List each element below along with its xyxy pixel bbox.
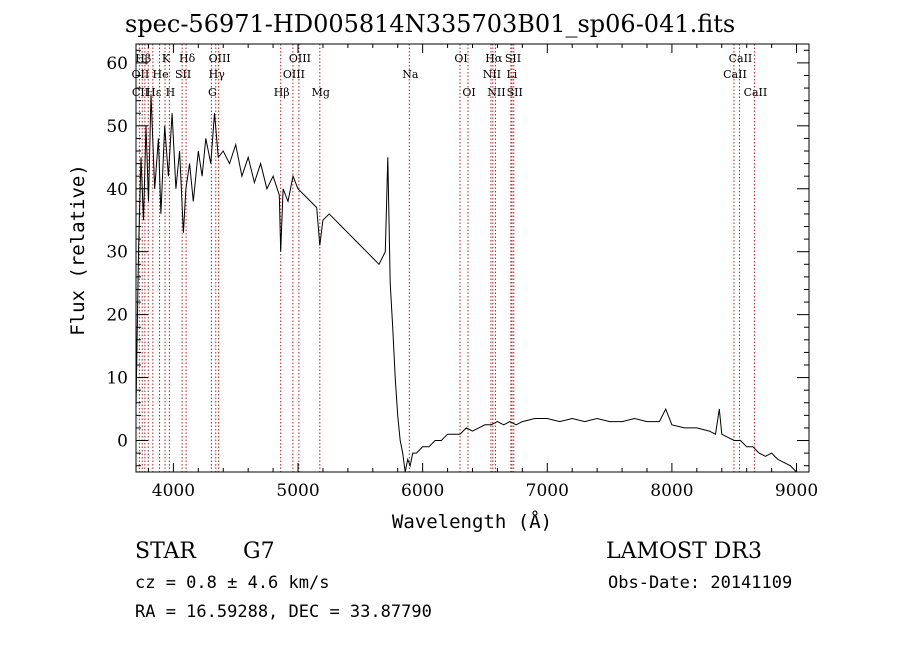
spectral-line-label: Hδ [179,52,196,65]
flux-series [135,94,797,473]
y-tick-label: 50 [106,117,128,137]
spectral-line-label: NII [483,68,501,81]
y-tick-label: 20 [106,306,128,326]
spectral-line-label: Na [402,68,419,81]
spectral-line-label: Hγ [209,68,226,81]
coordinates: RA = 16.59288, DEC = 33.87790 [135,602,432,622]
redshift-cz: cz = 0.8 ± 4.6 km/s [135,573,330,593]
x-tick-label: 7000 [526,481,569,501]
axes: 4000 5000 6000 7000 8000 9000 0 10 20 30 40 50 60 [106,44,818,501]
spectral-line-label: OIII [283,68,305,81]
object-type: STAR [135,539,196,564]
spectral-line-label: Hβ [135,52,151,65]
spectral-line-label: Hβ [274,86,290,99]
spectral-line-label: H [166,86,176,99]
y-tick-label: 40 [106,180,128,200]
object-subclass: G7 [243,539,275,564]
chart-title: spec-56971-HD005814N335703B01_sp06-041.f… [125,10,736,38]
y-tick-label: 10 [106,369,128,389]
spectral-line-label: NII [487,86,505,99]
x-tick-label: 8000 [650,481,693,501]
x-tick-label: 4000 [152,481,195,501]
spectral-line-label: K [162,52,171,65]
x-tick-label: 9000 [775,481,818,501]
spectral-line-label: OI [462,86,475,99]
y-axis-label: Flux (relative) [67,164,89,336]
flux-line [135,94,797,473]
spectral-line-label: CaII [744,86,768,99]
spectral-line-label: He [153,68,169,81]
spectral-line-markers [138,44,755,472]
x-tick-label: 6000 [401,481,444,501]
spectral-line-label: SII [505,52,521,65]
y-tick-label: 0 [117,432,128,452]
spectral-line-label: OIII [289,52,311,65]
plot-frame [135,43,810,473]
y-tick-label: 30 [106,243,128,263]
x-tick-label: 5000 [276,481,319,501]
spectral-line-label: G [208,86,217,99]
spectral-line-label: Hα [485,52,503,65]
spectral-line-label: SII [507,86,523,99]
spectral-line-label: CaII [723,68,747,81]
survey-name: LAMOST DR3 [606,539,762,564]
spectral-line-label: OII [132,68,150,81]
spectral-line-label: OIII [209,52,231,65]
spectral-line-label: CII [132,86,149,99]
x-axis-label: Wavelength (Å) [392,510,552,533]
y-tick-label: 60 [106,54,128,74]
spectral-line-label: Li [506,68,517,81]
spectral-line-label: Hε [146,86,162,99]
spectral-line-label: OI [454,52,467,65]
spectral-line-label: CaII [729,52,753,65]
spectral-line-label: Mg [312,86,330,99]
observation-date: Obs-Date: 20141109 [608,573,793,593]
spectral-line-label: SII [175,68,191,81]
